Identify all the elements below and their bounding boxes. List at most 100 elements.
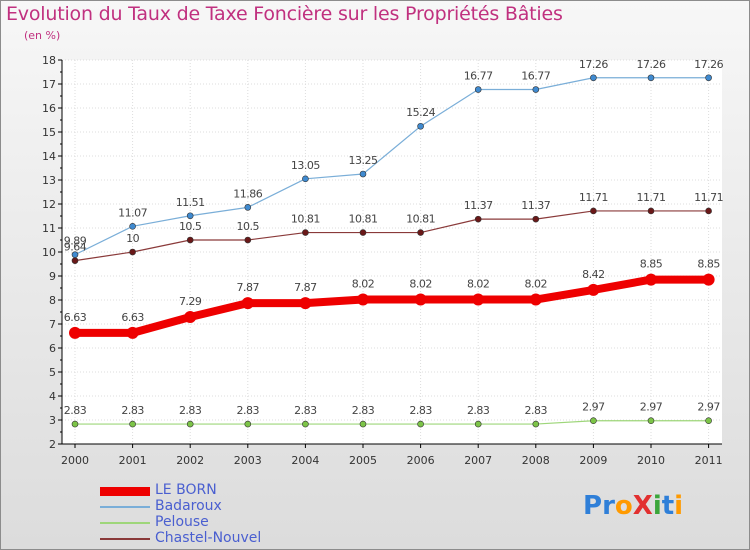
legend-label-badaroux: Badaroux — [155, 498, 222, 514]
legend-swatch-badaroux — [100, 506, 150, 508]
data-label: 8.85 — [697, 258, 720, 271]
logo-letter: t — [661, 491, 675, 521]
data-point — [647, 417, 655, 425]
unit-label: (en %) — [24, 29, 61, 42]
y-tick-label: 8 — [49, 294, 56, 307]
data-point — [474, 215, 482, 223]
x-tick-label: 2001 — [119, 454, 147, 467]
x-tick-label: 2007 — [464, 454, 492, 467]
series-line-pelouse — [74, 420, 710, 425]
data-label: 2.83 — [179, 404, 202, 417]
data-point — [702, 273, 715, 286]
data-point — [359, 170, 367, 178]
data-label: 2.97 — [582, 401, 605, 414]
data-label: 2.97 — [697, 401, 720, 414]
data-label: 2.83 — [467, 404, 490, 417]
data-label: 10.81 — [291, 213, 320, 226]
data-label: 2.97 — [640, 401, 663, 414]
logo-letter: X — [632, 491, 653, 521]
data-point — [302, 420, 309, 428]
data-point — [417, 229, 424, 236]
x-tick-label: 2005 — [349, 454, 377, 467]
x-tick-label: 2010 — [637, 454, 665, 467]
data-point — [129, 223, 136, 230]
data-point — [529, 293, 542, 306]
y-tick-label: 6 — [49, 342, 56, 355]
data-point — [244, 204, 252, 211]
data-point — [359, 420, 367, 428]
logo-letter: P — [583, 491, 603, 521]
data-label: 10 — [126, 232, 139, 245]
series-line-le-born — [71, 275, 713, 337]
data-point — [705, 207, 712, 215]
y-tick-label: 13 — [42, 174, 56, 187]
series-line-chastel-nouvel — [74, 210, 710, 262]
data-label: 11.07 — [118, 206, 147, 219]
data-point — [705, 74, 712, 82]
data-label: 17.26 — [637, 58, 666, 71]
data-label: 10.81 — [406, 213, 435, 226]
logo-letter: i — [652, 491, 662, 521]
data-point — [244, 420, 252, 428]
data-label: 11.51 — [176, 196, 205, 209]
data-point — [184, 311, 197, 324]
data-label: 11.37 — [521, 199, 550, 212]
y-tick-label: 15 — [42, 126, 56, 139]
logo-letter: r — [602, 491, 615, 521]
legend-swatch-chastel-nouvel — [100, 538, 150, 540]
data-point — [302, 229, 309, 236]
data-label: 10.5 — [237, 220, 260, 233]
data-point — [71, 257, 79, 264]
data-point — [126, 326, 139, 339]
x-tick-label: 2002 — [176, 454, 204, 467]
data-point — [244, 236, 252, 244]
data-label: 2.83 — [237, 404, 260, 417]
data-label: 8.42 — [582, 268, 605, 281]
series-line-badaroux — [74, 77, 710, 256]
y-tick-label: 14 — [42, 150, 56, 163]
legend-swatch-pelouse — [100, 522, 150, 524]
data-point — [186, 420, 194, 428]
x-tick-label: 2000 — [61, 454, 89, 467]
data-label: 8.85 — [640, 258, 663, 271]
legend-label-chastel-nouvel: Chastel-Nouvel — [155, 530, 262, 546]
data-label: 2.83 — [409, 404, 432, 417]
legend-label-pelouse: Pelouse — [155, 514, 209, 530]
data-point — [302, 175, 309, 183]
data-point — [532, 86, 540, 93]
data-point — [241, 297, 254, 310]
logo-letter: i — [674, 491, 684, 521]
data-point — [186, 212, 194, 220]
data-label: 17.26 — [579, 58, 608, 71]
data-point — [186, 236, 194, 244]
data-label: 15.24 — [406, 106, 435, 119]
data-label: 10.5 — [179, 220, 202, 233]
data-point — [647, 74, 655, 82]
data-label: 11.37 — [464, 199, 493, 212]
data-label: 2.83 — [525, 404, 548, 417]
data-label: 11.71 — [637, 191, 666, 204]
y-tick-label: 5 — [49, 366, 56, 379]
y-tick-label: 10 — [42, 246, 56, 259]
data-point — [587, 283, 600, 296]
data-label: 8.02 — [525, 278, 548, 291]
data-label: 13.25 — [349, 154, 378, 167]
data-label: 7.87 — [237, 281, 260, 294]
chart-title: Evolution du Taux de Taxe Foncière sur l… — [6, 3, 563, 25]
y-tick-label: 7 — [49, 318, 56, 331]
data-label: 11.86 — [233, 187, 262, 200]
y-tick-label: 16 — [42, 102, 56, 115]
data-point — [417, 420, 424, 428]
data-point — [69, 326, 81, 339]
data-label: 6.63 — [64, 311, 87, 324]
data-label: 16.77 — [464, 70, 493, 83]
data-label: 8.02 — [409, 278, 432, 291]
data-label: 2.83 — [121, 404, 144, 417]
data-point — [590, 207, 597, 215]
data-label: 16.77 — [521, 70, 550, 83]
data-point — [647, 207, 655, 215]
data-label: 6.63 — [121, 311, 144, 324]
data-label: 11.71 — [694, 191, 723, 204]
y-tick-label: 3 — [49, 414, 56, 427]
